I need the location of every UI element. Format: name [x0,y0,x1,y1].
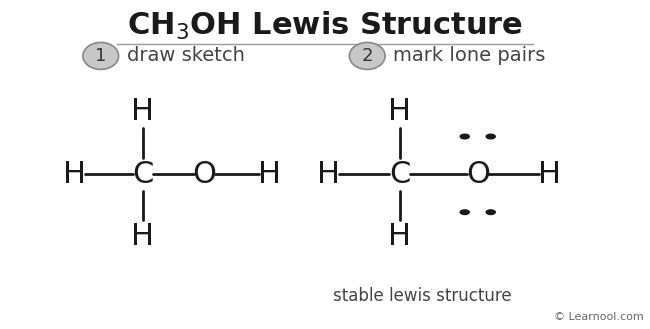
Circle shape [486,134,495,139]
Text: CH$_3$OH Lewis Structure: CH$_3$OH Lewis Structure [127,10,523,42]
Text: H: H [63,160,86,189]
Text: H: H [388,222,411,251]
Text: 1: 1 [95,47,107,65]
Text: © Learnool.com: © Learnool.com [554,313,644,322]
Text: H: H [538,160,561,189]
Text: mark lone pairs: mark lone pairs [393,46,545,65]
Text: O: O [193,160,216,189]
Text: H: H [388,97,411,126]
Text: H: H [258,160,281,189]
Ellipse shape [83,42,118,69]
Circle shape [460,134,469,139]
Ellipse shape [349,42,385,69]
Text: H: H [131,97,155,126]
Text: C: C [389,160,410,189]
Text: H: H [317,160,340,189]
Circle shape [460,210,469,215]
Circle shape [486,210,495,215]
Text: H: H [131,222,155,251]
Text: draw sketch: draw sketch [127,46,244,65]
Text: O: O [466,160,489,189]
Text: 2: 2 [361,47,373,65]
Text: stable lewis structure: stable lewis structure [333,287,512,305]
Text: C: C [133,160,153,189]
